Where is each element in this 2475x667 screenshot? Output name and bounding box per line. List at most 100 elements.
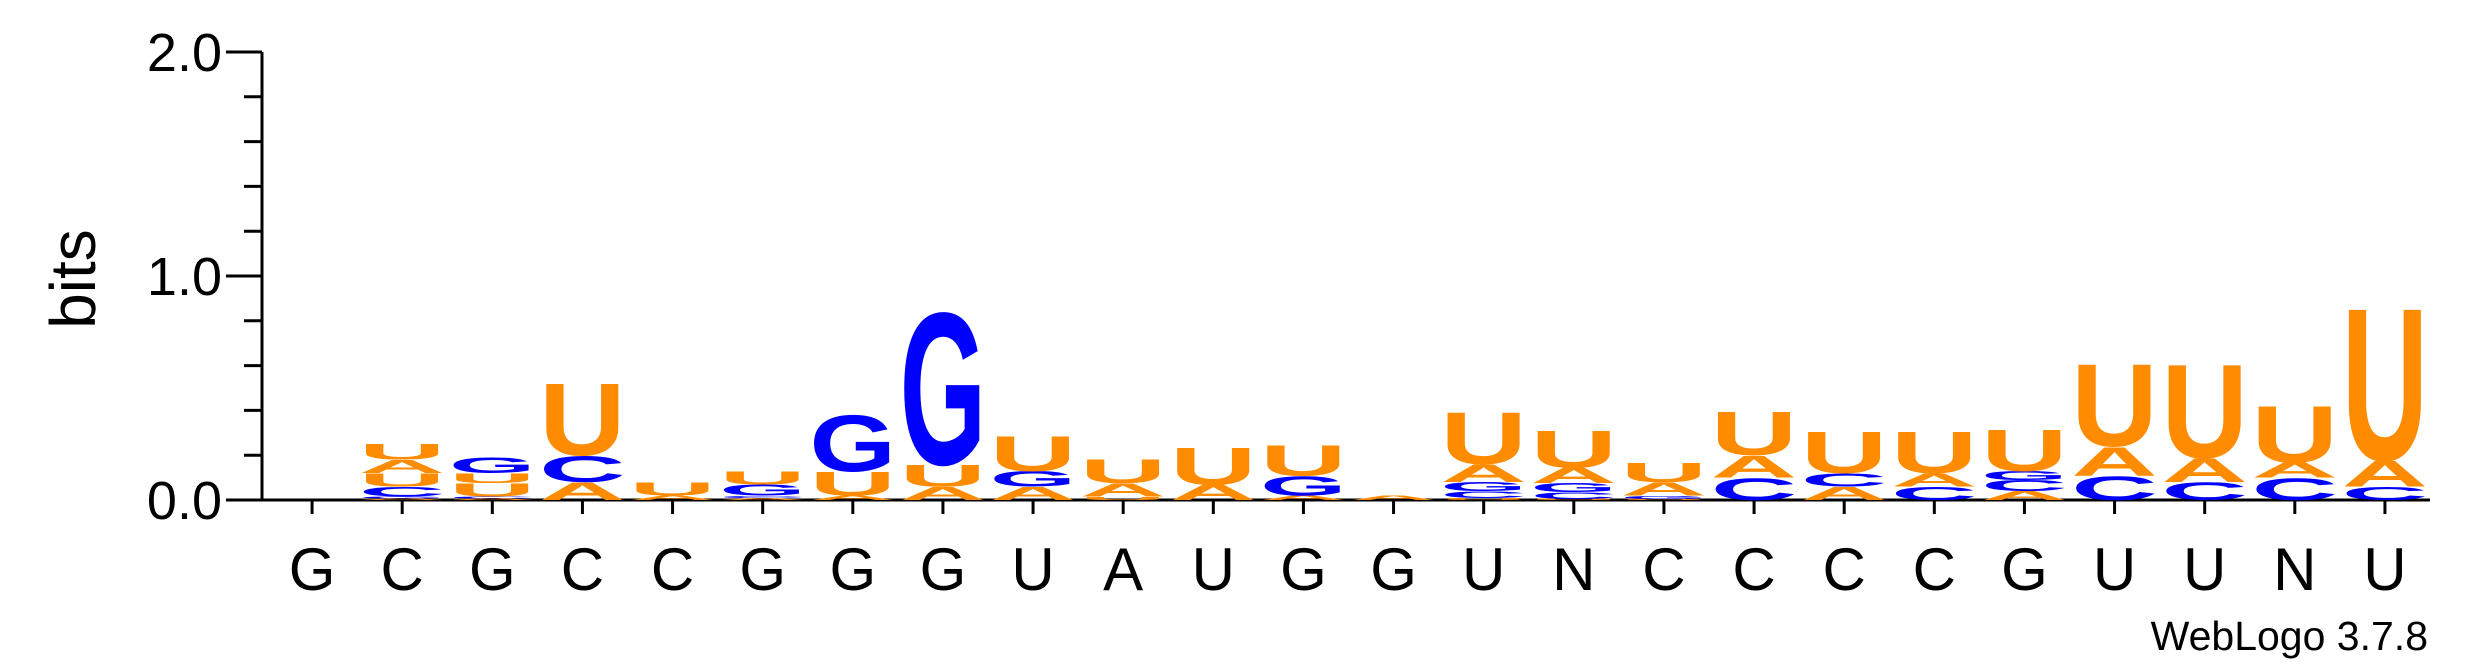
logo-letter-A: A: [1260, 494, 1347, 501]
logo-letter-A: A: [1531, 464, 1618, 488]
x-tick-label: C: [561, 536, 604, 603]
logo-letter-C: C: [539, 448, 626, 490]
logo-letter-U: U: [1981, 418, 2068, 484]
x-tick-label: C: [651, 536, 694, 603]
x-tick-label: A: [1103, 536, 1143, 603]
x-tick-label: N: [1552, 536, 1595, 603]
logo-letter-C: C: [2071, 469, 2158, 507]
x-tick-label: G: [469, 536, 516, 603]
stack-position-4: ACU: [539, 362, 626, 505]
x-tick-label: U: [2093, 536, 2136, 603]
logo-letter-A: A: [1350, 494, 1437, 501]
logo-letter-C: C: [1981, 477, 2068, 494]
logo-letter-A: A: [2071, 439, 2158, 484]
y-tick-label: 0.0: [147, 471, 222, 531]
logo-letter-U: U: [1170, 436, 1257, 495]
logo-letter-U: U: [719, 468, 806, 489]
logo-letter-C: C: [2161, 478, 2248, 506]
x-tick-label: G: [920, 536, 967, 603]
logo-letter-U: U: [629, 479, 716, 500]
stack-position-18: ACU: [1801, 420, 1888, 504]
logo-letter-A: A: [810, 494, 897, 501]
logo-letter-G: G: [359, 496, 445, 499]
stack-position-7: AUG: [810, 398, 897, 503]
logo-letter-A: A: [719, 497, 806, 500]
logo-letter-A: A: [2342, 453, 2429, 495]
x-tick-label: U: [1011, 536, 1054, 603]
logo-letter-U: U: [1440, 398, 1527, 481]
logo-letter-G: G: [810, 398, 897, 489]
x-tick-label: G: [829, 536, 876, 603]
logo-letter-U: U: [449, 480, 536, 501]
logo-letter-U: U: [900, 458, 987, 493]
y-tick-label: 2.0: [147, 23, 222, 83]
stack-position-12: AGU: [1260, 436, 1347, 502]
logo-letter-U: U: [449, 471, 535, 487]
stack-position-10: UAU: [1080, 452, 1167, 501]
logo-letter-C: C: [1891, 483, 1978, 504]
logo-letter-U: U: [2161, 336, 2248, 486]
x-tick-label: C: [1642, 536, 1685, 603]
logo-letter-U: U: [1891, 420, 1978, 486]
stack-position-13: A: [1350, 494, 1437, 501]
logo-letter-U: U: [990, 426, 1077, 481]
logo-letter-U: U: [1621, 499, 1708, 501]
x-tick-label: U: [2363, 536, 2406, 603]
stack-position-19: CAU: [1891, 420, 1978, 504]
logo-letter-U: U: [1801, 420, 1888, 486]
logo-letter-U: U: [1080, 496, 1167, 501]
stack-position-23: CAU: [2252, 388, 2339, 506]
logo-letter-U: U: [810, 464, 897, 502]
logo-letter-G: G: [900, 266, 986, 510]
logo-letter-A: A: [1170, 481, 1257, 505]
logo-letter-C: C: [1801, 470, 1888, 491]
axes: [226, 50, 2430, 514]
logo-letter-C: C: [359, 484, 445, 500]
logo-letter-U: U: [1621, 457, 1708, 488]
stack-position-11: AU: [1170, 436, 1257, 504]
x-tick-label: G: [289, 536, 336, 603]
logo-letter-A: A: [1080, 480, 1167, 501]
logo-letter-A: A: [539, 478, 626, 506]
stack-position-9: AGU: [990, 426, 1077, 504]
logo-letter-U: U: [2252, 388, 2339, 479]
logo-letter-A: A: [900, 483, 987, 504]
logo-letter-A: A: [1891, 470, 1978, 491]
logo-letter-A: A: [2161, 451, 2248, 489]
x-tick-label: C: [381, 536, 424, 603]
logo-letter-A: A: [1711, 450, 1798, 485]
logo-letter-U: U: [1711, 400, 1798, 469]
logo-letter-A: A: [449, 498, 536, 501]
logo-letter-G: G: [990, 467, 1077, 491]
stack-position-8: AUG: [900, 266, 987, 510]
logo-letter-U: U: [1440, 497, 1527, 500]
logo-letter-G: G: [719, 481, 806, 498]
logo-letter-G: G: [1531, 481, 1618, 495]
logo-letter-A: A: [359, 456, 446, 477]
logo-letter-A: A: [1621, 479, 1708, 500]
logo-letter-A: A: [1440, 460, 1527, 488]
x-tick-label: U: [2183, 536, 2226, 603]
logo-letter-A: A: [990, 483, 1077, 504]
logo-letter-G: G: [1440, 480, 1527, 494]
logo-letter-C: C: [1711, 472, 1798, 507]
logo-letter-C: C: [449, 496, 536, 499]
logo-letter-G: G: [1621, 495, 1708, 500]
logo-letter-A: A: [359, 498, 446, 501]
logo-letter-U: U: [539, 362, 626, 477]
x-tick-label: G: [1280, 536, 1327, 603]
weblogo-credit: WebLogo 3.7.8: [2151, 613, 2428, 659]
logo-letter-A: A: [1801, 483, 1888, 504]
logo-letter-G: G: [1260, 471, 1347, 502]
x-tick-label: C: [1732, 536, 1775, 603]
stack-position-22: CAU: [2161, 336, 2248, 505]
stack-position-24: CAU: [2342, 264, 2429, 507]
logo-letter-G: G: [1981, 469, 2068, 483]
